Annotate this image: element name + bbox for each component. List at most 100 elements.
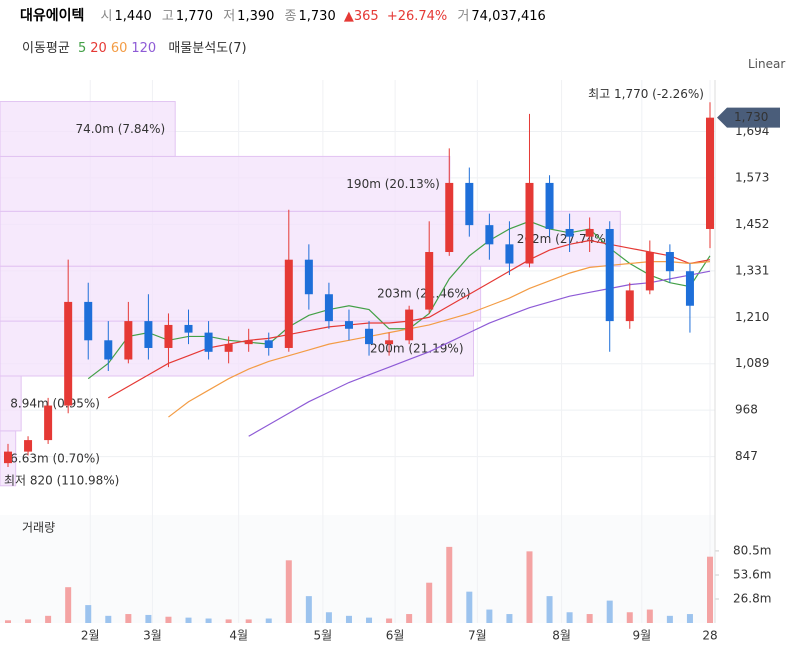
quote-value: 1,770 [175,9,214,24]
candle-body [706,117,714,229]
y-tick-label: 1,452 [735,217,769,231]
profile-label: 190m (20.13%) [346,177,440,191]
y-tick-label: 26.8m [733,592,771,606]
candle-body [124,321,133,360]
x-tick-label: 8월 [552,629,571,643]
candle-body [24,440,33,452]
y-tick-label: 53.6m [733,568,771,582]
quote-header: 대유에이텍 시 1,440 고 1,770 저 1,390 종 1,730 ▲365 +… [20,5,546,25]
ma-label: 이동평균 [22,41,70,56]
volume-title: 거래량 [22,521,55,535]
profile-label: 74.0m (7.84%) [75,122,165,136]
candle-body [284,259,293,348]
candle-body [505,244,514,264]
low-note: 최저 820 (110.98%) [4,473,119,487]
volume-bar [606,600,613,623]
profile-label: 6.63m (0.70%) [10,451,100,465]
y-tick-label: 1,089 [735,356,769,370]
profile-bar [0,320,475,377]
candle-body [304,259,313,295]
volume-bar [626,612,633,623]
quote-value: 1,390 [237,9,275,24]
candle-body [224,344,233,352]
quote-value: 1,730 [298,9,336,24]
candle-body [164,324,173,348]
y-tick-label: 80.5m [733,543,771,557]
volume-bar [25,619,32,623]
volume-bar [305,596,312,623]
quote-label: 거 [457,9,470,24]
scale-label: Linear [748,57,786,71]
profile-bar [0,101,176,157]
y-tick-label: 1,573 [735,170,769,184]
indicator-bar: 이동평균 5 20 60 120 매물분석도(7) [22,37,251,56]
volume-bar [245,619,252,623]
candle-body [625,290,634,322]
y-tick-label: 968 [735,403,758,417]
x-tick-label: 9월 [632,629,651,643]
volume-bar [386,618,393,623]
volume-bar [5,620,11,623]
x-tick-label: 6월 [386,629,405,643]
legend-entry: 5 [77,41,87,56]
quote-label: 종 [284,9,297,24]
volume-bar [85,605,92,623]
candle-body [485,225,494,245]
volume-bar [646,609,653,623]
volume-panel [0,515,715,623]
candle-body [385,340,394,345]
volume-bar [45,615,52,623]
candle-body [685,271,694,306]
volume-bar [125,614,132,623]
profile-bar [0,155,451,212]
candle-body [324,294,333,322]
quote-label: 고 [161,9,174,24]
volume-bar [325,612,332,623]
volume-bar [185,617,192,623]
high-note: 최고 1,770 (-2.26%) [588,87,704,101]
volume-bar [686,614,693,623]
price-tag [717,107,780,128]
legend: 5 20 60 120 [78,41,160,56]
ma-line [168,261,711,418]
volume-bar [546,596,553,623]
y-tick-label: 1,210 [735,310,769,324]
change-pct: +26.74% [386,9,448,24]
legend-entry: 20 [90,41,107,56]
stock-name: 대유에이텍 [20,8,85,24]
price-tag-label: 1,730 [734,110,768,124]
candle-body [545,182,554,229]
profile-bar [0,265,482,322]
candle-body [425,252,434,310]
candle-body [44,405,53,441]
quote-label: 시 [100,9,113,24]
candle-body [445,182,454,253]
volume-bar [586,614,593,623]
volume-bar [466,591,473,623]
y-tick-label: 847 [735,449,758,463]
candle-body [244,340,253,345]
volume-bar [506,614,513,623]
volume-bar [105,615,112,623]
volume-bar [566,612,573,623]
candle-body [605,228,614,322]
candle-body [465,182,474,226]
x-tick-label: 5월 [314,629,333,643]
volume-bar [145,614,152,623]
candle-body [585,228,594,237]
volume-bar [225,619,232,623]
ma-line [248,270,711,437]
legend-entry: 120 [131,41,157,56]
y-tick-label: 1,331 [735,263,769,277]
candle-body [64,301,73,406]
volume-bar [446,546,453,623]
candle-body [344,321,353,329]
volume-bar [707,556,713,623]
x-tick-label: 7월 [468,629,487,643]
candle-body [4,451,12,464]
change: ▲365 [343,9,379,24]
legend-entry: 60 [110,41,128,56]
volume-bar [426,582,433,623]
